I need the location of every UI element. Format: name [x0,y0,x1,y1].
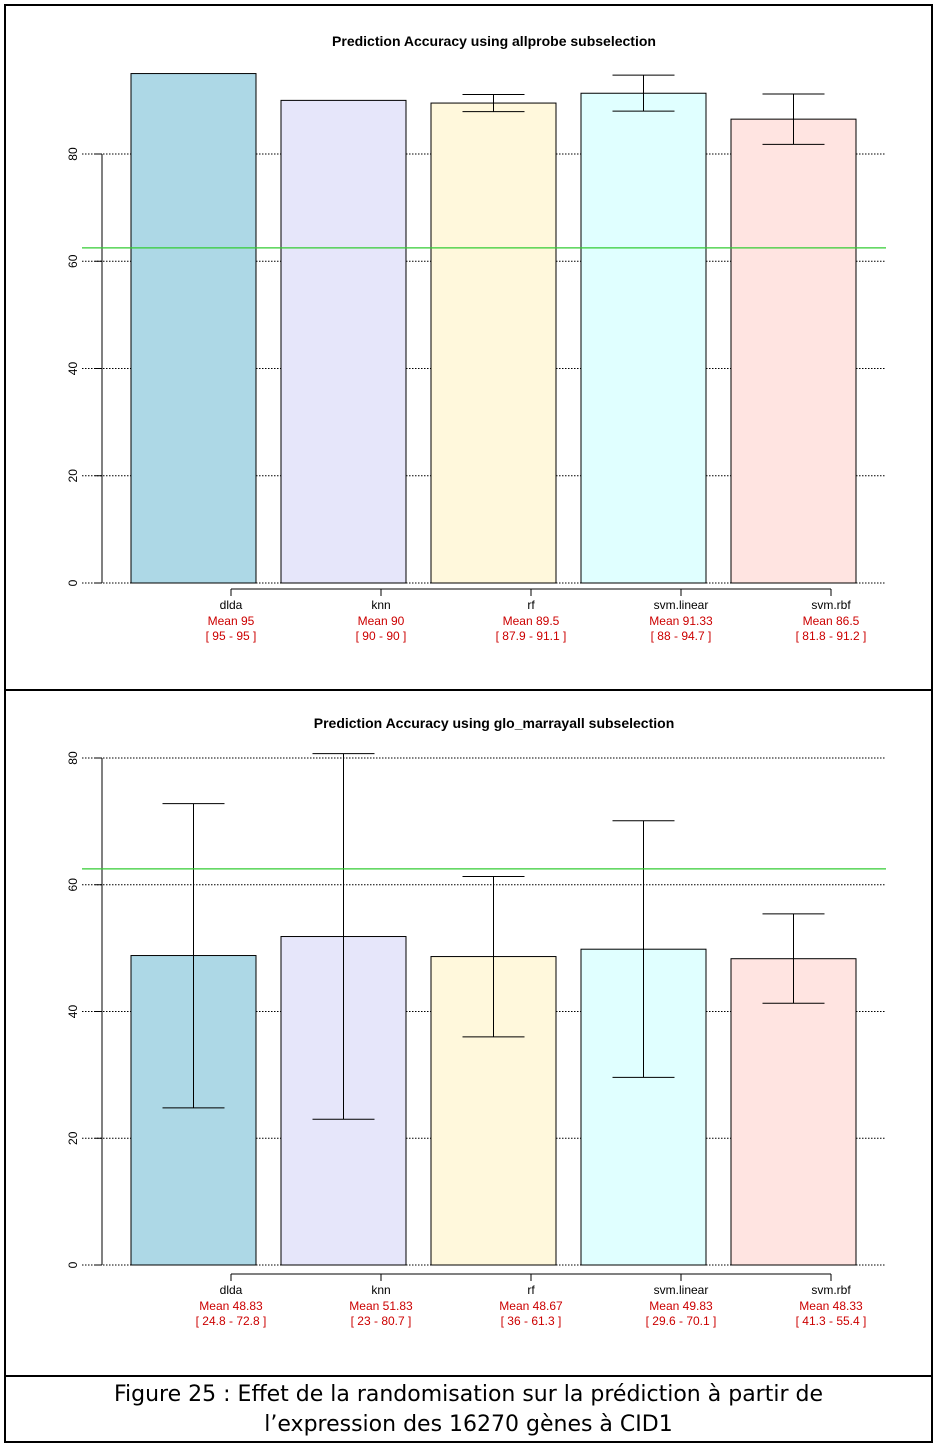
x-tick-label: svm.linear [654,1283,709,1297]
bar-svm-rbf [730,958,857,1266]
range-label: [ 87.9 - 91.1 ] [496,629,567,643]
range-label: [ 41.3 - 55.4 ] [796,1314,867,1328]
bar-knn [280,99,407,584]
x-tick-label: knn [371,1283,390,1297]
figure-caption: Figure 25 : Effet de la randomisation su… [6,1380,931,1440]
y-tick-label: 40 [66,362,80,376]
range-label: [ 29.6 - 70.1 ] [646,1314,717,1328]
mean-label: Mean 91.33 [649,614,713,628]
x-tick-label: knn [371,598,390,612]
bar-svm-linear [580,92,707,584]
x-tick-label: rf [527,598,535,612]
x-tick-label: svm.linear [654,598,709,612]
mean-label: Mean 95 [208,614,255,628]
figure-frame [4,4,933,1443]
y-tick-label: 0 [66,579,80,586]
caption-line-1: Figure 25 : Effet de la randomisation su… [113,1382,823,1407]
range-label: [ 81.8 - 91.2 ] [796,629,867,643]
mean-label: Mean 48.33 [799,1299,863,1313]
range-label: [ 95 - 95 ] [206,629,257,643]
mean-label: Mean 49.83 [649,1299,713,1313]
bar-svm-rbf [730,118,857,584]
range-label: [ 88 - 94.7 ] [651,629,712,643]
range-label: [ 23 - 80.7 ] [351,1314,412,1328]
chart-allprobe: Prediction Accuracy using allprobe subse… [66,33,886,643]
y-tick-label: 0 [66,1261,80,1268]
y-tick-label: 40 [66,1005,80,1019]
range-label: [ 24.8 - 72.8 ] [196,1314,267,1328]
y-tick-label: 20 [66,1131,80,1145]
panel-bottom-border [4,1375,933,1377]
y-tick-label: 80 [66,751,80,765]
y-tick-label: 20 [66,469,80,483]
x-tick-label: svm.rbf [811,1283,851,1297]
caption-line-2: l’expression des 16270 gènes à CID1 [264,1412,673,1437]
x-tick-label: svm.rbf [811,598,851,612]
mean-label: Mean 51.83 [349,1299,413,1313]
mean-label: Mean 48.83 [199,1299,263,1313]
mean-label: Mean 48.67 [499,1299,563,1313]
mean-label: Mean 89.5 [503,614,560,628]
x-tick-label: rf [527,1283,535,1297]
y-tick-label: 80 [66,147,80,161]
chart-glo-marrayall: Prediction Accuracy using glo_marrayall … [66,715,886,1328]
x-tick-label: dlda [220,1283,243,1297]
range-label: [ 90 - 90 ] [356,629,407,643]
y-tick-label: 60 [66,878,80,892]
chart-title: Prediction Accuracy using allprobe subse… [332,33,656,49]
bar-dlda [130,73,257,584]
mean-label: Mean 90 [358,614,405,628]
panel-divider [4,689,933,691]
y-tick-label: 60 [66,254,80,268]
bar-rf [430,102,557,584]
range-label: [ 36 - 61.3 ] [501,1314,562,1328]
x-tick-label: dlda [220,598,243,612]
mean-label: Mean 86.5 [803,614,860,628]
chart-title: Prediction Accuracy using glo_marrayall … [314,715,675,731]
